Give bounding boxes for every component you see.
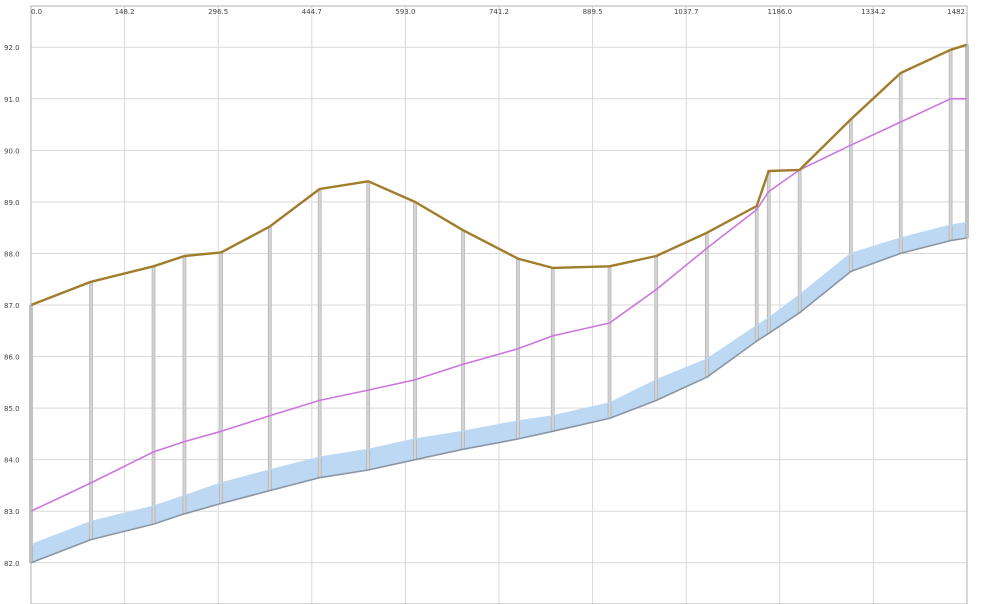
x-tick-label: 1482 [947,8,965,16]
manhole-drop [267,226,272,491]
manhole-drop [317,188,322,478]
plot-frame [30,5,968,604]
y-tick-label: 83.0 [4,508,20,516]
x-tick-label: 1334.2 [861,8,886,16]
pipe-invert-line [30,237,968,564]
manhole-drop [948,49,953,241]
series-line-layer [30,43,968,564]
x-tick-label: 296.5 [208,8,228,16]
manhole-drop [182,255,187,515]
y-tick-label: 92.0 [4,44,20,52]
manhole-drop [89,281,93,540]
y-tick-label: 82.0 [4,560,20,568]
manhole-drop [366,180,371,471]
manhole-drop [219,252,223,504]
hydraulic-grade-line [30,98,967,512]
manhole-drop [550,267,555,432]
pipe-band-layer [31,222,967,563]
x-tick-label: 444.7 [302,8,322,16]
ground-surface-line [30,43,968,307]
y-tick-label: 89.0 [4,199,20,207]
x-tick-label: 1037.7 [674,8,699,16]
manhole-drop [766,170,771,334]
manhole-drop [797,169,802,314]
y-tick-label: 85.0 [4,405,20,413]
y-tick-label: 88.0 [4,250,20,258]
x-tick-label: 593.0 [395,8,415,16]
pipe-band [31,222,967,563]
manhole-drop [607,266,612,419]
manhole-drop [848,119,853,272]
y-tick-label: 90.0 [4,147,20,155]
manhole-drop [151,266,156,525]
x-tick-label: 741.2 [489,8,509,16]
y-tick-label: 86.0 [4,354,20,362]
x-tick-label: 1186.0 [768,8,793,16]
y-tick-label: 91.0 [4,96,20,104]
tick-label-layer: 0.0 148.2 296.5 444.7 593.0 741.2 889.5 1037.7 1… [4,8,965,568]
x-tick-label: 889.5 [583,8,603,16]
manhole-drop [654,255,659,401]
pipe-crown-line [30,221,968,546]
y-tick-label: 84.0 [4,457,20,465]
manhole-drop [754,205,759,342]
y-tick-label: 87.0 [4,302,20,310]
manhole-drop [898,72,903,254]
manhole-drop [461,229,465,450]
manhole-drop [704,232,709,378]
x-tick-label: 0.0 [31,8,42,16]
x-tick-label: 148.2 [115,8,135,16]
manhole-drop [413,201,417,460]
